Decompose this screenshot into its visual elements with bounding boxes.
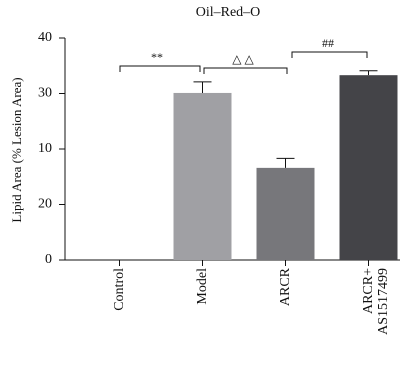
annotation: △ △ xyxy=(232,52,254,66)
annotation: ** xyxy=(151,50,163,64)
x-tick-label: ARCR+ AS1517499 xyxy=(360,268,391,335)
bracket xyxy=(119,65,201,72)
x-tick-label: ARCR xyxy=(277,268,293,307)
y-tick-label: 20 xyxy=(38,197,52,212)
y-tick-label: 10 xyxy=(38,141,52,156)
bracket xyxy=(291,51,368,58)
bar xyxy=(173,92,232,260)
y-tick-label: 30 xyxy=(38,86,52,101)
x-tick-label: Control xyxy=(111,268,127,311)
bar xyxy=(256,167,315,260)
bar xyxy=(339,75,398,260)
chart-title: Oil–Red–O xyxy=(196,5,261,20)
y-axis-label: Lipid Area (% Lesion Area) xyxy=(9,77,24,222)
y-tick-label: 0 xyxy=(45,252,52,267)
y-tick-label: 40 xyxy=(38,30,52,45)
annotation: ## xyxy=(322,36,334,50)
x-tick-label: Model xyxy=(194,268,210,305)
bracket xyxy=(203,67,288,74)
